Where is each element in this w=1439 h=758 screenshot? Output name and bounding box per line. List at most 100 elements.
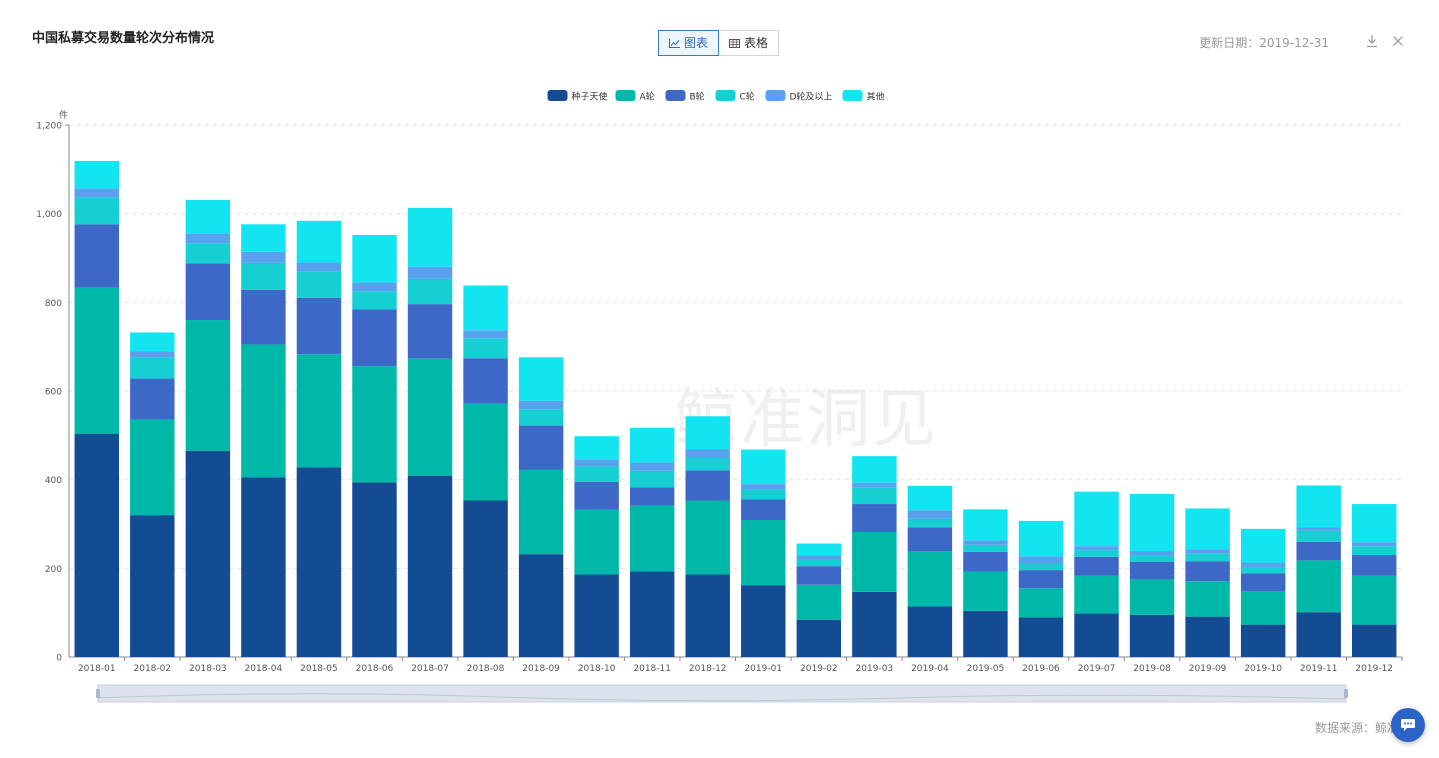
bar-segment [130,515,175,657]
bar-segment [241,344,286,478]
bar-segment [685,470,730,501]
bar-segment [74,188,119,198]
bar-segment [185,263,231,321]
bar-segment [463,358,508,404]
bar-segment [1018,588,1064,618]
bar-segment [1352,504,1397,543]
bar-segment [518,400,564,410]
bar-segment [741,520,786,586]
bar-segment [1129,579,1175,615]
x-tick-label: 2018-02 [134,664,172,674]
zoom-handle-right [1344,689,1348,698]
bar-segment [1185,581,1230,617]
x-tick-label: 2018-07 [411,664,449,674]
bar-segment [1129,561,1175,580]
legend-swatch [615,90,636,101]
bar-segment [1129,555,1175,562]
tab-chart[interactable]: 图表 [658,30,720,56]
bar-segment [1240,562,1286,568]
bar-segment [1129,614,1175,657]
bar-segment [574,436,619,460]
legend-swatch [765,90,786,101]
chat-button[interactable] [1391,708,1425,742]
x-tick-label: 2018-05 [300,664,338,674]
bar-segment [241,251,286,263]
bar-segment [130,357,175,379]
bar-segment [907,510,953,519]
bar-segment [1240,591,1286,625]
bar-segment [963,544,1008,552]
x-tick-label: 2019-02 [800,664,838,674]
bar-segment [574,459,619,467]
bar-segment [741,499,786,521]
bar-segment [463,330,508,339]
bar-segment [852,456,897,483]
x-tick-label: 2019-12 [1355,664,1393,674]
bar-segment [574,509,619,575]
close-icon[interactable] [1391,34,1405,48]
bar-segment [629,571,675,657]
bar-segment [685,449,730,458]
bar-segment [463,285,508,331]
bar-segment [852,482,897,488]
x-tick-label: 2018-09 [522,664,560,674]
bar-segment [1074,546,1119,551]
bar-segment [1185,616,1230,657]
bar-segment [1240,624,1286,657]
bar-segment [130,378,175,420]
bar-segment [296,467,342,657]
view-tabs: 图表 表格 [658,30,780,56]
bar-segment [907,606,953,657]
bar-segment [852,487,897,505]
x-tick-label: 2019-09 [1189,664,1227,674]
bar-segment [407,278,453,305]
y-axis-label: 件 [59,109,68,121]
bar-segment [1129,493,1175,552]
bar-segment [1185,561,1230,582]
legend-swatch [665,90,686,101]
tab-chart-label: 图表 [684,36,709,50]
x-tick-label: 2019-10 [1244,664,1282,674]
bar-segment [296,262,342,272]
bar-segment [629,462,675,471]
update-value: 2019-12-31 [1259,36,1329,50]
x-tick-label: 2018-11 [633,664,671,674]
bar-segment [907,527,953,552]
bar-segment [518,357,564,401]
bar-segment [1018,570,1064,589]
bar-segment [518,554,564,657]
legend-swatch [547,90,568,101]
bar-segment [685,416,730,450]
legend-item: 种子天使 [572,91,608,103]
bar-segment [574,481,619,510]
bar-segment [407,358,453,476]
x-tick-label: 2018-10 [578,664,616,674]
bar-segment [741,489,786,500]
update-label: 更新日期： [1199,36,1260,50]
download-icon[interactable] [1365,34,1379,48]
bar-segment [241,262,286,290]
tab-table[interactable]: 表格 [719,30,780,56]
bar-segment [796,543,842,556]
bar-segment [296,220,342,263]
y-tick-label: 1,000 [36,210,62,220]
bar-segment [352,309,397,367]
bar-segment [1129,551,1175,556]
bar-segment [796,555,842,560]
bar-segment [185,233,231,244]
bar-segment [352,291,397,310]
bar-segment [407,475,453,657]
bar-segment [241,477,286,657]
chart-icon [669,38,680,48]
bar-segment [685,500,730,575]
bar-segment [1074,491,1119,547]
bar-segment [629,470,675,488]
bar-segment [1240,528,1286,563]
bar-segment [963,540,1008,545]
bar-segment [852,531,897,592]
x-tick-label: 2018-01 [78,664,116,674]
bar-segment [1018,617,1064,657]
bar-segment [574,574,619,657]
bar-segment [518,409,564,426]
